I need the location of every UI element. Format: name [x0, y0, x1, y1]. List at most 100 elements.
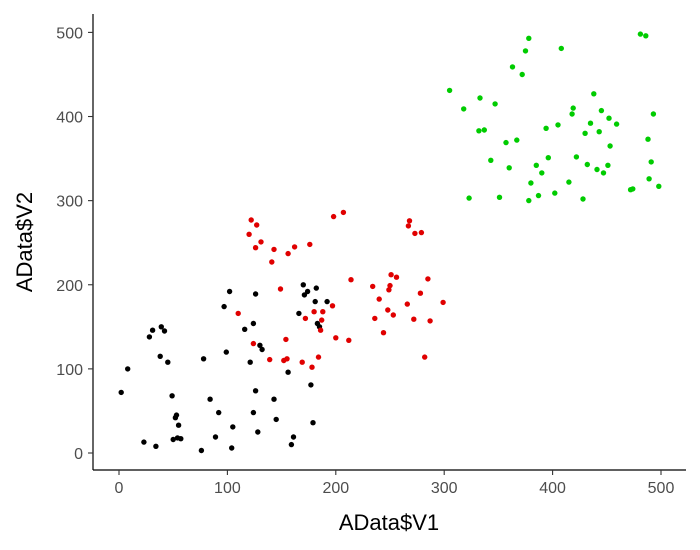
data-point — [533, 162, 539, 168]
x-tick-label: 500 — [648, 480, 675, 497]
data-point — [598, 107, 605, 114]
data-point — [522, 48, 529, 54]
data-point — [223, 349, 229, 355]
data-point — [412, 230, 418, 237]
data-point — [284, 356, 290, 362]
data-point — [173, 412, 180, 418]
data-point — [492, 101, 498, 107]
data-point — [348, 277, 354, 283]
data-point — [650, 111, 657, 117]
data-point — [488, 157, 494, 163]
data-point — [569, 111, 575, 117]
x-axis-ticks: 0 100 200 300 400 500 — [115, 470, 675, 497]
data-point — [543, 125, 549, 131]
y-tick-label: 0 — [74, 446, 83, 463]
data-point — [506, 165, 512, 171]
data-point — [235, 310, 241, 317]
data-point — [285, 250, 291, 257]
data-point — [309, 364, 315, 370]
data-point — [656, 183, 662, 189]
data-point — [259, 346, 265, 353]
data-point — [271, 396, 277, 402]
data-point — [212, 434, 219, 440]
data-point — [346, 337, 352, 343]
data-point — [257, 342, 263, 348]
y-tick-label: 500 — [56, 25, 83, 42]
data-point — [596, 129, 602, 135]
data-point — [552, 190, 558, 196]
data-point — [288, 441, 295, 448]
data-point — [319, 317, 325, 323]
data-point — [558, 45, 564, 52]
data-point — [311, 309, 317, 315]
data-point — [125, 366, 131, 372]
data-point — [250, 409, 257, 416]
data-point — [329, 303, 336, 309]
data-point — [291, 244, 298, 250]
points-layer — [118, 31, 662, 454]
data-point — [503, 139, 509, 146]
data-point — [308, 382, 314, 388]
data-point — [248, 217, 254, 223]
data-point — [417, 290, 424, 296]
data-point — [149, 327, 156, 333]
data-point — [302, 315, 309, 322]
x-tick-label: 400 — [539, 480, 566, 497]
y-axis-title: AData$V2 — [12, 192, 37, 292]
data-point — [330, 213, 337, 220]
data-point — [461, 106, 467, 112]
data-point — [157, 353, 163, 359]
x-tick-label: 0 — [115, 480, 124, 497]
data-point — [372, 315, 378, 322]
data-point — [519, 71, 525, 78]
data-point — [380, 330, 387, 336]
data-point — [307, 241, 313, 248]
data-point — [200, 356, 207, 362]
data-point — [315, 354, 322, 360]
data-point — [376, 296, 382, 302]
data-point — [226, 288, 233, 295]
data-point — [440, 299, 446, 306]
data-point — [385, 307, 391, 313]
data-point — [269, 259, 275, 265]
data-point — [230, 424, 236, 430]
data-point — [605, 162, 611, 168]
data-point — [285, 369, 291, 375]
data-point — [250, 320, 257, 327]
data-point — [146, 334, 153, 340]
data-point — [258, 239, 264, 245]
data-point — [539, 170, 545, 176]
data-point — [418, 229, 425, 236]
data-point — [637, 31, 644, 37]
data-point — [555, 122, 561, 128]
data-point — [313, 285, 319, 291]
x-tick-label: 300 — [431, 480, 458, 497]
data-point — [254, 222, 260, 228]
data-point — [587, 120, 594, 126]
x-tick-label: 200 — [322, 480, 349, 497]
data-point — [387, 282, 393, 289]
data-point — [229, 445, 235, 451]
data-point — [267, 356, 273, 363]
data-point — [600, 170, 607, 176]
data-point — [411, 316, 417, 322]
y-tick-label: 300 — [56, 194, 83, 211]
y-tick-label: 400 — [56, 110, 83, 127]
data-point — [255, 429, 261, 435]
data-point — [476, 128, 482, 134]
data-point — [580, 196, 586, 202]
data-point — [252, 388, 259, 394]
data-point — [573, 154, 580, 160]
data-point — [271, 246, 277, 253]
y-tick-label: 100 — [56, 362, 83, 379]
data-point — [340, 209, 347, 216]
data-point — [526, 197, 532, 204]
data-point — [252, 245, 259, 251]
data-point — [247, 359, 253, 365]
data-point — [304, 288, 311, 295]
data-point — [296, 310, 302, 317]
data-point — [290, 434, 297, 440]
data-point — [324, 298, 330, 305]
data-point — [528, 180, 534, 186]
data-point — [216, 409, 222, 416]
